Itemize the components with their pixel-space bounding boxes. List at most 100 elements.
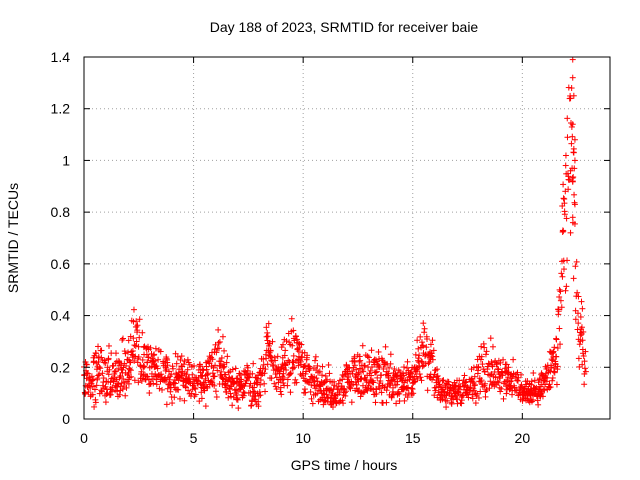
data-point: [387, 351, 394, 358]
data-point: [326, 370, 333, 377]
data-point: [234, 396, 241, 403]
data-point: [373, 390, 380, 397]
data-point: [572, 316, 579, 323]
data-point: [221, 347, 228, 354]
data-point: [356, 387, 363, 394]
data-point: [423, 344, 430, 351]
data-point: [575, 355, 582, 362]
data-point: [215, 339, 222, 346]
data-point: [223, 389, 230, 396]
y-tick-label: 0.8: [51, 204, 71, 220]
data-point: [212, 362, 219, 369]
data-point: [541, 387, 548, 394]
data-point: [314, 362, 321, 369]
data-point: [209, 356, 216, 363]
data-point: [120, 335, 127, 342]
data-point: [505, 364, 512, 371]
data-point: [492, 374, 499, 381]
data-point: [136, 316, 143, 323]
data-point: [313, 375, 320, 382]
data-point: [243, 377, 250, 384]
data-point: [416, 371, 423, 378]
data-point: [256, 388, 263, 395]
data-point: [98, 388, 105, 395]
data-point: [164, 385, 171, 392]
data-point: [289, 342, 296, 349]
data-point: [213, 394, 220, 401]
data-point: [360, 389, 367, 396]
data-point: [138, 368, 145, 375]
data-point: [551, 364, 558, 371]
data-point: [270, 361, 277, 368]
data-point: [102, 383, 109, 390]
data-point: [557, 288, 564, 295]
data-point: [385, 370, 392, 377]
data-point: [174, 353, 181, 360]
data-point: [316, 382, 323, 389]
data-point: [418, 358, 425, 365]
data-point: [420, 343, 427, 350]
data-point: [472, 400, 479, 407]
data-point: [95, 343, 102, 350]
data-point: [261, 380, 268, 387]
data-point: [556, 293, 563, 300]
data-point: [568, 85, 575, 92]
data-point: [131, 342, 138, 349]
data-point: [246, 374, 253, 381]
data-point: [211, 346, 218, 353]
data-point: [131, 357, 138, 364]
data-point: [189, 371, 196, 378]
data-point: [175, 386, 182, 393]
data-point: [553, 381, 560, 388]
y-axis-label: SRMTID / TECUs: [5, 183, 21, 293]
data-point: [157, 348, 164, 355]
data-point: [107, 379, 114, 386]
data-point: [559, 273, 566, 280]
data-point: [215, 326, 222, 333]
data-point: [348, 399, 355, 406]
data-point: [144, 343, 151, 350]
data-point: [401, 379, 408, 386]
data-point: [477, 388, 484, 395]
data-point: [430, 374, 437, 381]
data-point: [107, 391, 114, 398]
data-point: [368, 347, 375, 354]
data-point: [377, 378, 384, 385]
data-point: [558, 270, 565, 277]
data-points: [81, 56, 589, 412]
data-point: [153, 381, 160, 388]
data-point: [580, 328, 587, 335]
data-point: [232, 365, 239, 372]
data-point: [278, 391, 285, 398]
data-point: [571, 191, 578, 198]
data-point: [151, 351, 158, 358]
data-point: [555, 308, 562, 315]
data-point: [498, 385, 505, 392]
data-point: [106, 366, 113, 373]
data-point: [212, 341, 219, 348]
data-point: [558, 304, 565, 311]
data-point: [263, 324, 270, 331]
data-point: [358, 390, 365, 397]
data-point: [290, 327, 297, 334]
data-point: [401, 397, 408, 404]
data-point: [128, 373, 135, 380]
data-point: [130, 306, 137, 313]
data-point: [425, 360, 432, 367]
data-point: [387, 380, 394, 387]
data-point: [184, 366, 191, 373]
data-point: [251, 389, 258, 396]
data-point: [378, 372, 385, 379]
data-point: [134, 322, 141, 329]
data-point: [434, 394, 441, 401]
data-point: [404, 364, 411, 371]
data-point: [316, 368, 323, 375]
data-point: [203, 366, 210, 373]
data-point: [292, 376, 299, 383]
data-point: [127, 359, 134, 366]
data-point: [218, 354, 225, 361]
data-point: [417, 374, 424, 381]
data-point: [268, 375, 275, 382]
data-point: [482, 393, 489, 400]
data-point: [551, 369, 558, 376]
